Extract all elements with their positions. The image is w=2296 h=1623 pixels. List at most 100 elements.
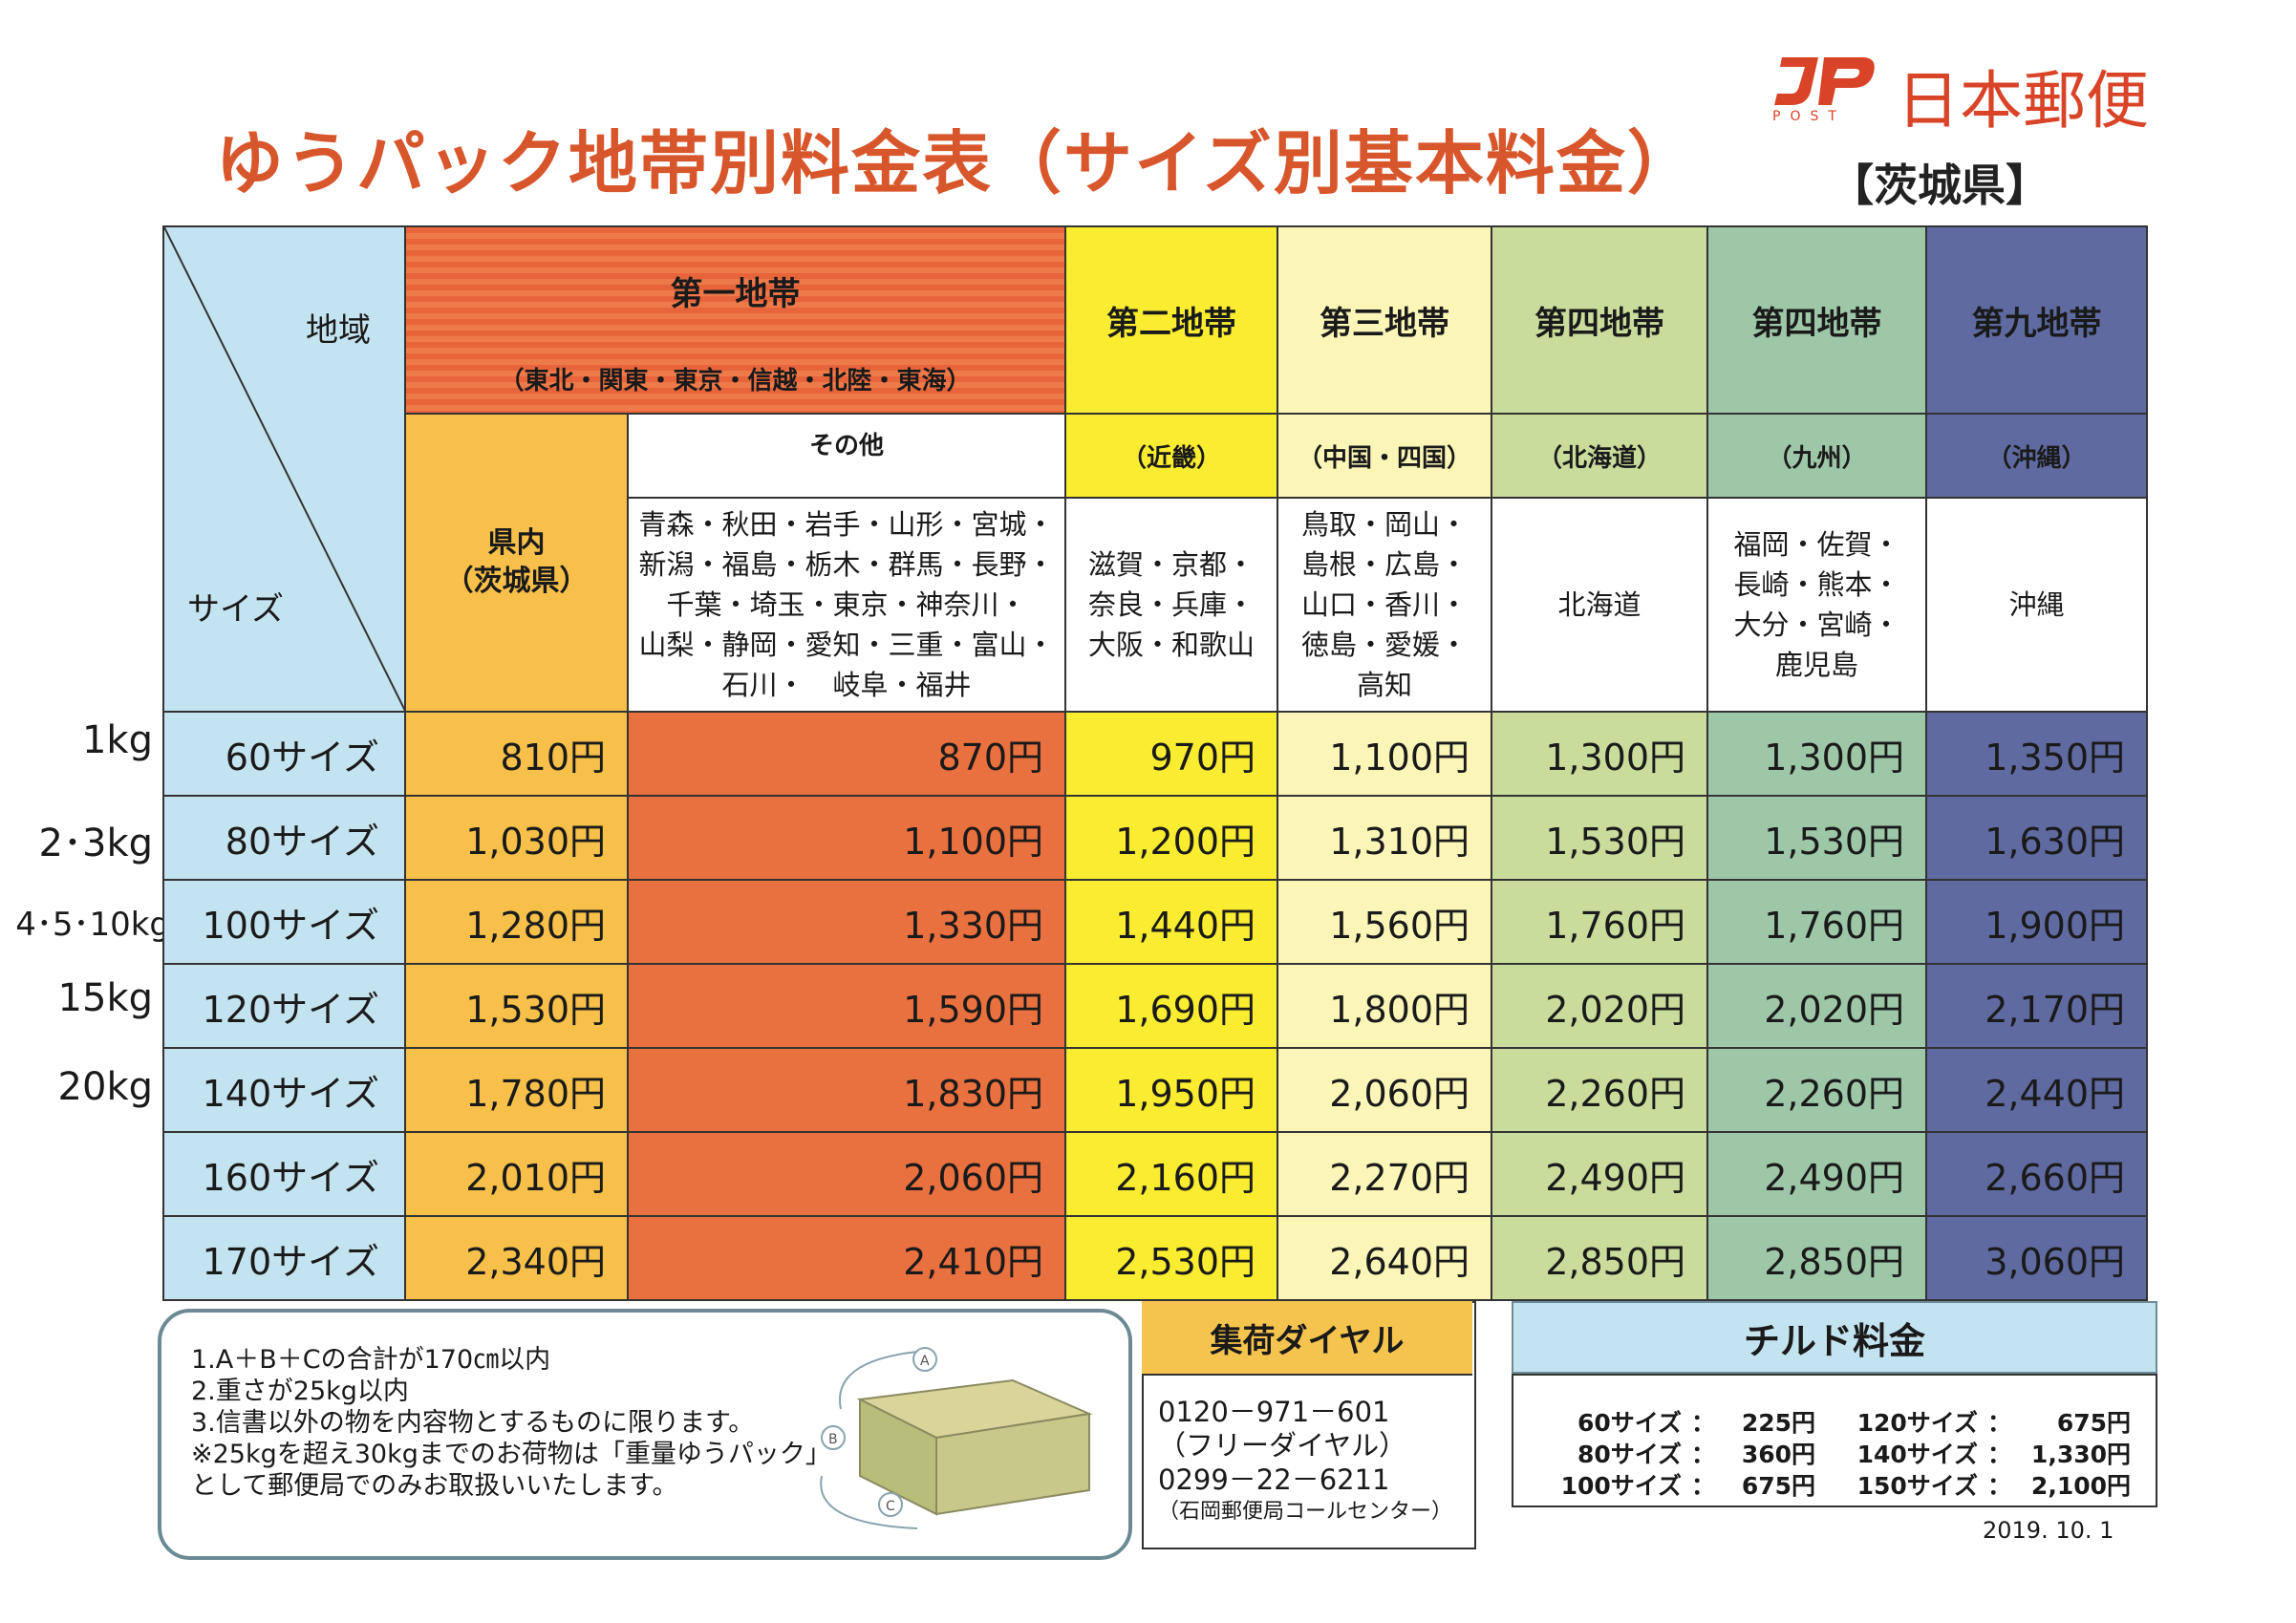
logo-sub: POST — [1772, 109, 1846, 122]
price-cell: 2,530円 — [1064, 1215, 1278, 1301]
zone2-prefectures: 滋賀・京都・ 奈良・兵庫・ 大阪・和歌山 — [1064, 497, 1278, 713]
chilled-fee-box — [1512, 1374, 2157, 1507]
price-row: 160サイズ 2,010円 2,060円 2,160円 2,270円 2,490円 2,49… — [162, 1131, 2148, 1217]
price-row: 120サイズ 1,530円 1,590円 1,690円 1,800円 2,020円 2,02… — [162, 963, 2148, 1049]
zone9-sub: （沖縄） — [1986, 443, 2087, 473]
price-cell: 1,900円 — [1925, 879, 2148, 965]
zone2-name: 第二地帯 — [1106, 304, 1236, 343]
chilled-price2: 2,100円 — [2030, 1472, 2131, 1500]
price-cell: 3,060円 — [1925, 1215, 2148, 1301]
chilled-price1: 360円 — [1741, 1441, 1815, 1468]
chilled-separator: ： — [1987, 1409, 2012, 1437]
zone9-name: 第九地帯 — [1971, 304, 2102, 343]
svg-text:A: A — [920, 1354, 930, 1369]
size-cell: 80サイズ — [162, 795, 406, 881]
price-cell: 1,690円 — [1064, 963, 1278, 1049]
price-cell: 1,780円 — [404, 1047, 629, 1133]
note-line: 1.A＋B＋Cの合計が170㎝以内 — [191, 1345, 551, 1375]
kennai-sub: （茨城県） — [444, 565, 589, 598]
weight-label: 2･3kg — [38, 822, 153, 865]
price-cell: 1,280円 — [404, 879, 629, 965]
zone3-sub: （中国・四国） — [1297, 443, 1471, 473]
zone4-hokkaido-prefectures: 北海道 — [1491, 497, 1708, 713]
price-cell: 2,060円 — [627, 1131, 1066, 1217]
price-cell: 2,660円 — [1925, 1131, 2148, 1217]
price-row: 140サイズ 1,780円 1,830円 1,950円 2,060円 2,260円 2,26… — [162, 1047, 2148, 1133]
chilled-separator: ： — [1691, 1441, 1716, 1468]
chilled-fee-title: チルド料金 — [1512, 1301, 2157, 1374]
price-cell: 1,560円 — [1277, 879, 1492, 965]
size-cell: 170サイズ — [162, 1215, 406, 1301]
size-label: サイズ — [187, 590, 284, 629]
diagonal-divider — [164, 227, 406, 713]
price-cell: 810円 — [404, 711, 629, 797]
size-cell: 160サイズ — [162, 1131, 406, 1217]
chilled-size1: 80サイズ — [1577, 1441, 1682, 1468]
price-cell: 2,020円 — [1706, 963, 1927, 1049]
chilled-price2: 1,330円 — [2030, 1441, 2131, 1468]
price-cell: 1,100円 — [1277, 711, 1492, 797]
size-cell: 100サイズ — [162, 879, 406, 965]
kennai-name: 県内 — [487, 526, 546, 560]
zone4-kyushu-name: 第四地帯 — [1751, 304, 1882, 343]
size-cell: 120サイズ — [162, 963, 406, 1049]
dial-phone-center: 0299－22－6211 — [1158, 1463, 1390, 1496]
zone4-hokkaido-name: 第四地帯 — [1534, 304, 1664, 343]
weight-label: 20kg — [57, 1065, 153, 1109]
note-line: として郵便局でのみお取扱いいたします。 — [191, 1471, 678, 1501]
price-cell: 1,800円 — [1277, 963, 1492, 1049]
price-cell: 2,490円 — [1706, 1131, 1927, 1217]
price-cell: 2,490円 — [1491, 1131, 1708, 1217]
price-cell: 1,530円 — [404, 963, 629, 1049]
price-cell: 1,590円 — [627, 963, 1066, 1049]
jp-post-logo-icon: POST — [1772, 57, 1875, 122]
chilled-separator: ： — [1691, 1409, 1716, 1437]
price-row: 60サイズ 810円 870円 970円 1,100円 1,300円 1,300円 1,350… — [162, 711, 2148, 797]
price-cell: 2,410円 — [627, 1215, 1066, 1301]
price-cell: 2,640円 — [1277, 1215, 1492, 1301]
price-cell: 1,100円 — [627, 795, 1066, 881]
price-cell: 2,020円 — [1491, 963, 1708, 1049]
price-cell: 1,300円 — [1491, 711, 1708, 797]
price-cell: 970円 — [1064, 711, 1278, 797]
logo-text: 日本郵便 — [1897, 64, 2149, 138]
price-cell: 1,310円 — [1277, 795, 1492, 881]
package-box-icon: A B C — [820, 1347, 1093, 1529]
chilled-size2: 140サイズ — [1856, 1441, 1978, 1468]
price-cell: 1,330円 — [627, 879, 1066, 965]
prefecture-label: 【茨城県】 — [1830, 160, 2049, 211]
weight-label: 4･5･10kg — [15, 906, 170, 944]
zone2-sub: （近畿） — [1121, 443, 1221, 473]
svg-text:C: C — [886, 1499, 895, 1514]
zone3-name: 第三地帯 — [1320, 304, 1449, 343]
zone4-hokkaido-sub: （北海道） — [1536, 443, 1662, 473]
note-line: 2.重さが25kg以内 — [191, 1377, 409, 1406]
price-row: 80サイズ 1,030円 1,100円 1,200円 1,310円 1,530円 1,530… — [162, 795, 2148, 881]
price-cell: 1,530円 — [1706, 795, 1927, 881]
price-cell: 1,200円 — [1064, 795, 1278, 881]
price-cell: 1,350円 — [1925, 711, 2148, 797]
pickup-dial-title: 集荷ダイヤル — [1142, 1301, 1472, 1376]
zone4-kyushu-prefectures: 福岡・佐賀・ 長崎・熊本・ 大分・宮崎・ 鹿児島 — [1706, 497, 1927, 713]
weight-label: 1kg — [81, 718, 153, 762]
page-title: ゆうパック地帯別料金表（サイズ別基本料金） — [215, 123, 1698, 203]
price-cell: 2,850円 — [1706, 1215, 1927, 1301]
chilled-price1: 225円 — [1741, 1409, 1815, 1437]
chilled-separator: ： — [1987, 1472, 2012, 1500]
price-cell: 2,160円 — [1064, 1131, 1278, 1217]
note-line: ※25kgを超え30kgまでのお荷物は「重量ゆうパック」 — [191, 1440, 831, 1469]
region-label: 地域 — [306, 311, 371, 350]
dial-phone-free: 0120－971－601 — [1158, 1396, 1390, 1428]
price-cell: 1,950円 — [1064, 1047, 1278, 1133]
sonota-prefectures: 青森・秋田・岩手・山形・宮城・ 新潟・福島・栃木・群馬・長野・ 千葉・埼玉・東京・神… — [627, 497, 1066, 713]
chilled-size1: 60サイズ — [1577, 1409, 1682, 1437]
price-cell: 2,850円 — [1491, 1215, 1708, 1301]
zone9-prefectures: 沖縄 — [1925, 497, 2148, 713]
price-cell: 2,440円 — [1925, 1047, 2148, 1133]
price-cell: 1,760円 — [1706, 879, 1927, 965]
price-cell: 2,340円 — [404, 1215, 629, 1301]
chilled-price2: 675円 — [2056, 1409, 2131, 1437]
weight-label: 15kg — [57, 976, 153, 1020]
zone1-name: 第一地帯 — [670, 275, 801, 313]
dial-note-center: （石岡郵便局コールセンター） — [1158, 1500, 1453, 1524]
